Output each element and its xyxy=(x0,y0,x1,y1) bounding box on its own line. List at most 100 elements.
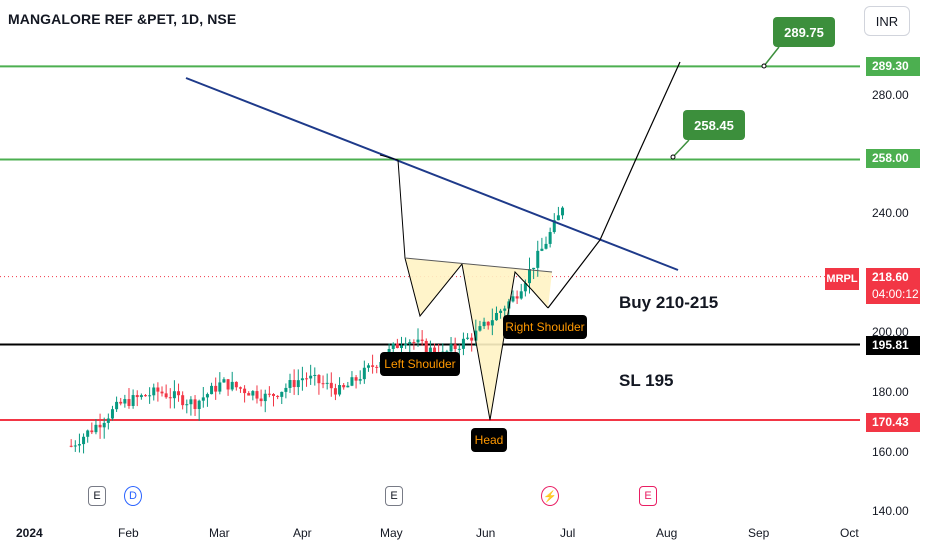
pattern-fill xyxy=(405,258,552,420)
candle-body xyxy=(346,385,350,388)
dividend-event-icon[interactable]: D xyxy=(124,486,142,506)
candle-body xyxy=(515,296,519,299)
candle-body xyxy=(457,348,461,350)
candle-body xyxy=(362,367,366,380)
candle-body xyxy=(507,301,511,309)
candle-body xyxy=(98,424,102,428)
candle-body xyxy=(399,345,403,348)
candle-body xyxy=(69,445,73,447)
candle-body xyxy=(94,424,98,433)
candle-body xyxy=(276,395,280,397)
candle-body xyxy=(259,398,263,402)
candle-body xyxy=(288,380,292,388)
candle-body xyxy=(119,401,123,404)
symbol-badge: MRPL xyxy=(825,268,859,290)
target-dot xyxy=(761,63,767,69)
candle-body xyxy=(404,343,408,346)
y-tick-label: 280.00 xyxy=(872,88,909,102)
y-tick-label: 200.00 xyxy=(872,325,909,339)
candle-body xyxy=(408,342,412,344)
candle-body xyxy=(292,380,296,388)
split-event-icon[interactable]: ⚡ xyxy=(541,486,559,506)
x-tick-label: Sep xyxy=(748,526,770,540)
candle-body xyxy=(350,377,354,386)
candle-body xyxy=(552,220,556,233)
candle-body xyxy=(267,393,271,395)
candle-body xyxy=(321,383,325,385)
candle-body xyxy=(243,388,247,394)
candle-body xyxy=(503,308,507,311)
candle-body xyxy=(148,395,152,397)
candle-body xyxy=(309,375,313,379)
candle-body xyxy=(201,397,205,401)
candle-body xyxy=(82,436,86,445)
level-badge-289: 289.30 xyxy=(866,57,920,76)
earnings-event-icon[interactable]: E xyxy=(88,486,106,506)
target-dot xyxy=(670,154,676,160)
candle-body xyxy=(375,366,379,368)
candle-body xyxy=(494,312,498,321)
candle-body xyxy=(205,394,209,398)
x-tick-label: Jun xyxy=(476,526,496,540)
y-tick-label: 140.00 xyxy=(872,504,909,518)
candle-body xyxy=(251,391,255,396)
candle-body xyxy=(424,340,428,354)
candle-body xyxy=(222,379,226,383)
candle-body xyxy=(486,321,490,326)
candle-body xyxy=(317,374,321,384)
x-tick-label: Mar xyxy=(209,526,230,540)
candle-body xyxy=(540,248,544,251)
candle-body xyxy=(143,395,147,397)
candle-body xyxy=(115,401,119,410)
candle-body xyxy=(296,380,300,388)
last-price-badge: 218.60 04:00:12 xyxy=(866,268,920,304)
candle-body xyxy=(466,337,470,339)
candle-body xyxy=(168,397,172,399)
candle-body xyxy=(354,377,358,381)
candle-body xyxy=(449,344,453,352)
candle-body xyxy=(548,232,552,244)
candle-body xyxy=(527,269,531,284)
earnings-event-icon[interactable]: E xyxy=(385,486,403,506)
candle-body xyxy=(511,296,515,302)
candle-body xyxy=(164,393,168,398)
target-label: 289.75 xyxy=(784,25,824,40)
candle-body xyxy=(177,391,181,396)
bar-countdown: 04:00:12 xyxy=(872,287,919,301)
candle-body xyxy=(226,379,230,390)
candle-body xyxy=(280,391,284,397)
head-label: Head xyxy=(475,433,504,447)
candle-body xyxy=(556,215,560,221)
x-tick-label: Oct xyxy=(840,526,859,540)
x-tick-label: May xyxy=(380,526,403,540)
candle-body xyxy=(185,404,189,406)
candle-body xyxy=(73,445,77,447)
y-tick-label: 240.00 xyxy=(872,206,909,220)
y-tick-label: 160.00 xyxy=(872,445,909,459)
candle-body xyxy=(478,326,482,331)
candle-body xyxy=(197,400,201,410)
right-shoulder-label-box xyxy=(503,315,587,339)
y-tick-label: 180.00 xyxy=(872,385,909,399)
candle-body xyxy=(189,399,193,405)
candle-body xyxy=(342,385,346,388)
candle-body xyxy=(135,395,139,398)
candle-body xyxy=(172,391,176,399)
earnings-event-icon[interactable]: E xyxy=(639,486,657,506)
currency-button[interactable]: INR xyxy=(864,6,910,36)
candle-body xyxy=(123,399,127,404)
candle-body xyxy=(127,399,131,406)
candle-body xyxy=(214,385,218,392)
trendline xyxy=(185,77,679,271)
candle-body xyxy=(210,385,214,395)
currency-label: INR xyxy=(875,13,899,29)
level-badge-195: 195.81 xyxy=(866,336,920,355)
x-tick-label: Jul xyxy=(560,526,576,540)
candle-body xyxy=(482,321,486,327)
candle-body xyxy=(433,347,437,355)
target-pointer xyxy=(672,139,690,158)
level-badge-170: 170.43 xyxy=(866,413,920,432)
candle-body xyxy=(131,395,135,406)
